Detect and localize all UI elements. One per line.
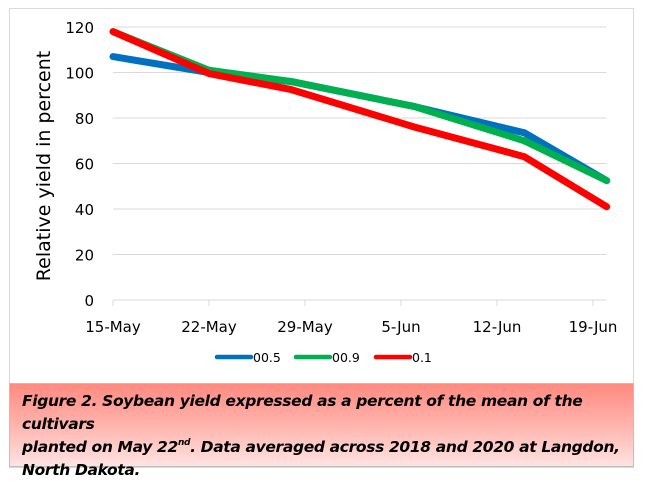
series-lines: [113, 32, 607, 207]
legend: 00.5 00.9 0.1: [217, 350, 432, 365]
x-axis: [113, 300, 607, 306]
legend-item: 00.5: [217, 350, 281, 365]
caption-line-1: Figure 2. Soybean yield expressed as a p…: [22, 390, 623, 436]
figure-caption: Figure 2. Soybean yield expressed as a p…: [22, 390, 623, 482]
y-tick-label: 20: [75, 247, 94, 265]
y-axis-title: Relative yield in percent: [33, 51, 55, 281]
legend-item: 00.9: [296, 350, 360, 365]
x-axis-tick-labels: 15-May 22-May 29-May 5-Jun 12-Jun 19-Jun: [85, 318, 617, 336]
legend-label: 00.9: [332, 350, 360, 365]
figure-caption-box: Figure 2. Soybean yield expressed as a p…: [9, 383, 634, 467]
legend-label: 0.1: [412, 350, 432, 365]
caption-line-2-suffix: . Data averaged across 2018 and 2020 at …: [190, 438, 620, 456]
x-tick-label: 15-May: [85, 318, 141, 336]
y-tick-label: 40: [75, 201, 94, 219]
x-tick-label: 12-Jun: [473, 318, 522, 336]
x-tick-label: 22-May: [181, 318, 237, 336]
y-tick-label: 0: [84, 292, 94, 310]
y-tick-label: 100: [65, 65, 94, 83]
y-tick-label: 120: [65, 19, 94, 37]
x-tick-label: 5-Jun: [381, 318, 420, 336]
x-tick-label: 29-May: [277, 318, 333, 336]
y-tick-label: 60: [75, 156, 94, 174]
caption-line-2-prefix: planted on May 22: [22, 438, 178, 456]
y-tick-label: 80: [75, 110, 94, 128]
caption-ordinal-suffix: nd: [178, 438, 190, 448]
x-tick-label: 19-Jun: [569, 318, 618, 336]
caption-line-2: planted on May 22nd. Data averaged acros…: [22, 436, 623, 459]
y-axis-tick-labels: 0 20 40 60 80 100 120: [65, 19, 94, 310]
legend-label: 00.5: [253, 350, 281, 365]
legend-item: 0.1: [376, 350, 432, 365]
